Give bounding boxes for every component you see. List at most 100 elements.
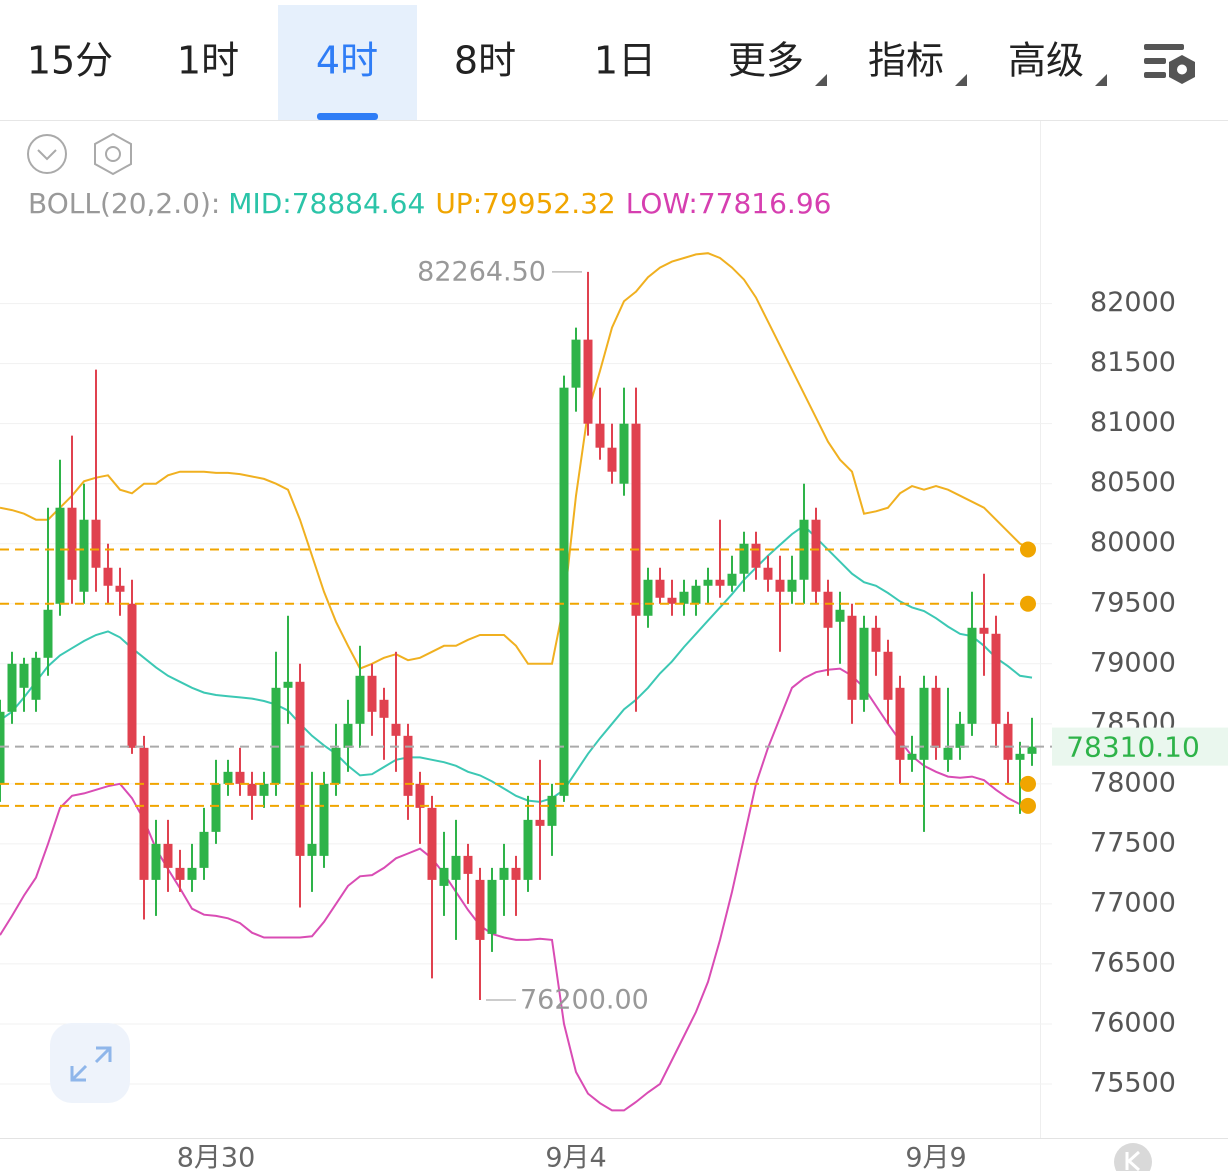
expand-button[interactable] [50,1023,130,1103]
indicator-name: BOLL(20,2.0): [28,187,220,220]
active-tab-indicator [317,113,378,120]
active-tab-bg [278,5,417,120]
candle-body [775,579,785,592]
candle-body [31,657,41,700]
candle-body [463,855,473,874]
candle-body [319,783,329,856]
price-line-dot [1020,595,1036,612]
candle-body [451,855,461,880]
candle-body [547,795,557,826]
candle-body [679,591,689,604]
candle-body [43,609,53,658]
candle-body [523,819,533,880]
y-tick-label: 81000 [1090,407,1176,438]
candle-body [967,627,977,724]
tab[interactable]: 指标 [868,39,944,83]
candle-body [115,585,125,592]
candle-body [907,753,917,760]
candle-body [751,543,761,568]
dropdown-arrow[interactable] [1095,74,1107,86]
candle-body [559,387,569,796]
candle-body [0,711,5,784]
y-tick-label: 77500 [1090,827,1176,858]
y-tick-label: 82000 [1090,287,1176,318]
tab[interactable]: 15分 [27,39,113,83]
indicator-mid: MID:78884.64 [228,187,425,220]
candle-body [307,843,317,856]
overlay: 78310.10 82264.50 76200.00 [0,256,1228,1015]
candle-body [103,567,113,586]
tab-bar: 15分 1时 4时 8时 1日 更多 指标 高级 [27,39,1084,83]
annotation-label: 82264.50 [417,256,546,287]
candle-body [823,591,833,628]
grid: 7550076000765007700077500780007850079000… [0,287,1176,1171]
y-tick-label: 79000 [1090,647,1176,678]
candle-body [127,603,137,748]
candle-body [991,633,1001,724]
candle-body [235,771,245,784]
settings-hex-icon[interactable] [94,132,132,176]
candle-body [667,597,677,604]
tab[interactable]: 高级 [1008,39,1084,83]
tab[interactable]: 更多 [728,39,804,83]
candle-body [787,579,797,592]
tab[interactable]: 1日 [594,39,656,83]
price-line-dot [1020,797,1036,814]
tab[interactable]: 8时 [454,39,516,83]
candle-body [91,519,101,568]
candle-body [391,723,401,736]
candle-body [367,675,377,712]
last-price-badge [1052,727,1228,766]
candle-body [475,879,485,940]
candle-body [415,783,425,808]
candle-body [703,579,713,586]
y-tick-label: 81500 [1090,347,1176,378]
candle-body [331,747,341,784]
candle-body [871,627,881,652]
x-tick-label: 9月4 [545,1143,606,1171]
settings-icon[interactable] [1144,44,1195,84]
y-tick-label: 76000 [1090,1007,1176,1038]
candle-body [487,879,497,934]
k-button[interactable] [1114,1143,1152,1171]
candle-body [283,681,293,688]
candle-body [19,663,29,688]
candle-body [631,423,641,616]
candle-body [79,519,89,592]
candle-body [811,519,821,592]
candle-body [883,651,893,700]
candle-body [655,579,665,598]
candle-body [199,831,209,868]
candle-body [595,423,605,448]
candle-body [499,867,509,880]
collapse-icon[interactable] [27,134,67,174]
candle-body [847,615,857,700]
tab[interactable]: 4时 [316,39,378,83]
y-tick-label: 80000 [1090,527,1176,558]
candle-body [163,843,173,868]
tab[interactable]: 1时 [177,39,239,83]
dropdown-arrow[interactable] [955,74,967,86]
candle-body [355,675,365,724]
candle-body [151,843,161,880]
indicator-up: UP:79952.32 [435,187,615,220]
y-tick-label: 78000 [1090,767,1176,798]
candle-body [223,771,233,784]
candle-body [739,543,749,574]
y-tick-label: 77000 [1090,887,1176,918]
candle-body [259,783,269,796]
y-tick-label: 75500 [1090,1067,1176,1098]
candle-body [67,507,77,580]
candle-body [379,699,389,718]
candle-body [895,687,905,760]
annotation-label: 76200.00 [520,984,649,1015]
candle-body [1003,723,1013,760]
candle-body [919,687,929,760]
dropdown-arrow[interactable] [815,74,827,86]
candle-body [931,687,941,748]
indicator-low: LOW:77816.96 [626,187,832,220]
candle-body [511,867,521,880]
candle-body [247,783,257,796]
candle-body [715,579,725,586]
boll-line [0,524,1033,803]
